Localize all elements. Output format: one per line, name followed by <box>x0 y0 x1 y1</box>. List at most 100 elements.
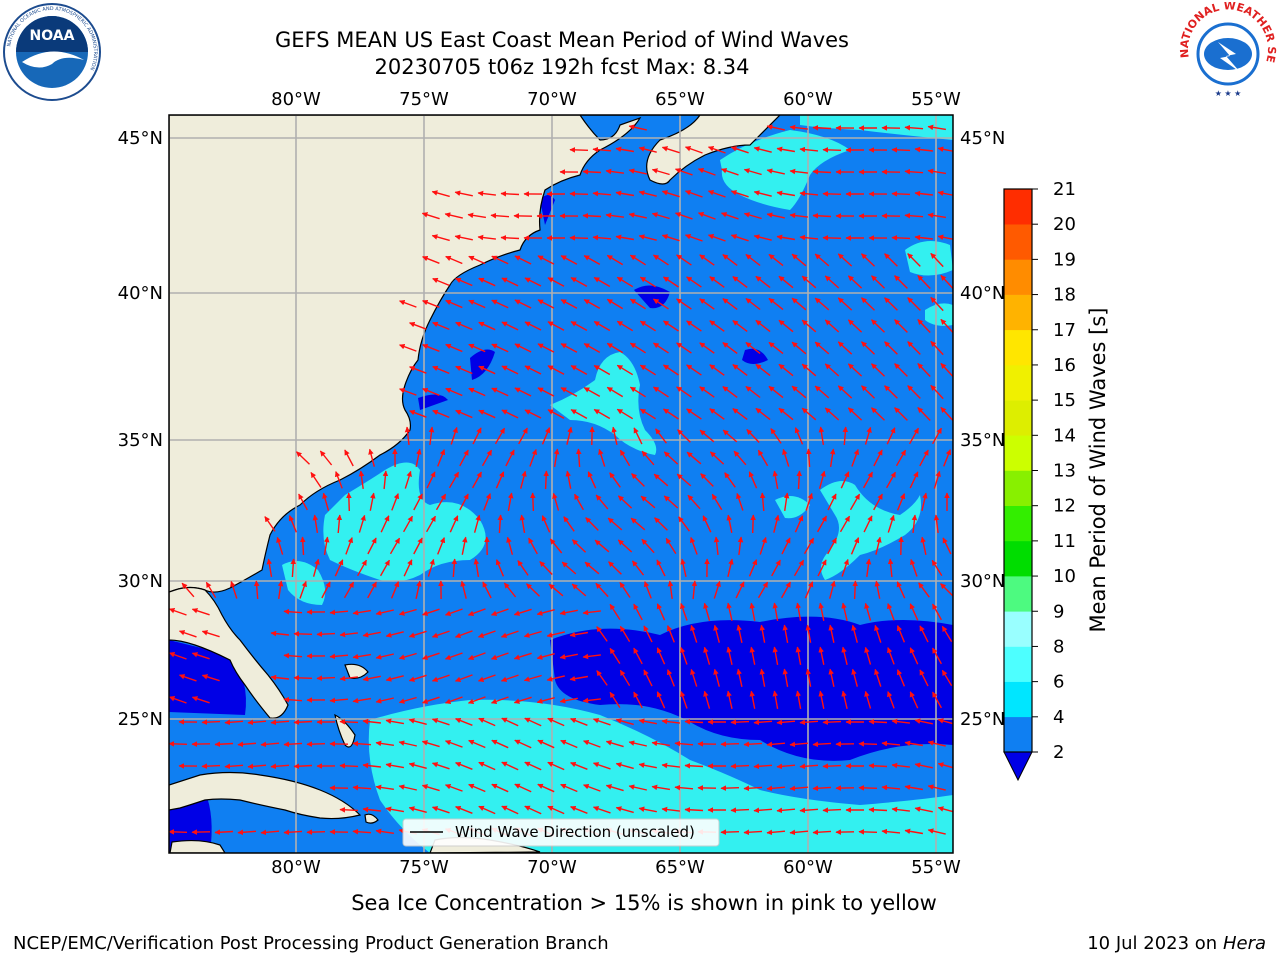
wave-direction-arrow <box>448 471 460 489</box>
wave-direction-arrow <box>768 341 784 355</box>
wave-direction-arrow <box>467 696 486 705</box>
wave-direction-arrow <box>519 514 526 534</box>
wave-direction-arrow <box>450 426 458 445</box>
wave-direction-arrow <box>358 470 365 489</box>
wave-direction-arrow <box>536 653 555 660</box>
wave-direction-arrow <box>703 646 711 665</box>
wave-direction-arrow <box>864 646 872 665</box>
wave-direction-arrow <box>651 740 671 747</box>
wave-direction-arrow <box>427 558 435 577</box>
wave-direction-arrow <box>569 675 589 682</box>
wave-direction-arrow <box>759 536 767 555</box>
wave-direction-arrow <box>789 212 808 219</box>
wave-direction-arrow <box>413 493 423 511</box>
wave-direction-arrow <box>609 647 621 664</box>
colorbar: 2 4 6 8 9 10 11 12 13 14 15 16 17 18 19 20 21 <box>1003 179 1076 782</box>
wave-direction-arrow <box>861 297 875 311</box>
wave-direction-arrow <box>593 320 611 332</box>
wave-direction-arrow <box>201 719 221 725</box>
wave-direction-arrow <box>837 385 853 399</box>
wave-direction-arrow <box>827 537 837 555</box>
wave-direction-arrow <box>753 807 773 814</box>
wave-direction-arrow <box>473 514 481 533</box>
wave-direction-arrow <box>643 581 652 599</box>
wave-direction-arrow <box>481 449 493 467</box>
wave-direction-arrow <box>444 652 463 660</box>
colorbar-segment <box>1004 576 1032 612</box>
wave-direction-arrow <box>553 448 560 468</box>
wave-direction-arrow <box>404 426 411 445</box>
wave-direction-arrow <box>628 124 647 131</box>
wave-direction-arrow <box>805 492 813 511</box>
wave-direction-arrow <box>582 653 601 660</box>
wave-direction-arrow <box>455 277 473 287</box>
wave-direction-arrow <box>684 762 704 769</box>
wave-direction-arrow <box>805 668 812 687</box>
wave-direction-arrow <box>375 828 395 835</box>
wave-direction-arrow <box>745 253 761 267</box>
wave-direction-arrow <box>828 624 835 643</box>
wave-direction-arrow <box>296 451 310 465</box>
wave-direction-arrow <box>633 691 643 709</box>
wave-direction-arrow <box>399 300 417 308</box>
wave-direction-arrow <box>655 428 667 444</box>
wave-direction-arrow <box>686 364 702 376</box>
wave-direction-arrow <box>804 581 814 599</box>
wave-direction-arrow <box>449 515 459 533</box>
wave-direction-arrow <box>356 559 368 577</box>
wave-direction-arrow <box>293 631 313 637</box>
wave-direction-arrow <box>674 168 693 176</box>
wave-direction-arrow <box>570 805 588 814</box>
wave-direction-arrow <box>490 608 509 616</box>
wave-direction-arrow <box>375 697 394 704</box>
wave-direction-arrow <box>352 828 372 835</box>
wave-direction-arrow <box>609 691 621 708</box>
wave-direction-arrow <box>468 299 486 309</box>
wave-direction-arrow <box>653 298 669 310</box>
wave-direction-arrow <box>653 386 669 398</box>
wave-direction-arrow <box>514 299 532 309</box>
wave-direction-arrow <box>680 646 688 665</box>
wave-direction-arrow <box>367 581 377 599</box>
wave-direction-arrow <box>730 719 750 725</box>
wave-direction-arrow <box>362 806 381 813</box>
wave-direction-arrow <box>385 762 405 769</box>
wave-direction-arrow <box>329 697 349 704</box>
wave-direction-arrow <box>643 669 653 687</box>
wave-direction-arrow <box>459 449 469 467</box>
wave-direction-arrow <box>862 471 874 489</box>
wave-direction-arrow <box>864 690 872 709</box>
wave-direction-arrow <box>570 276 588 288</box>
wave-direction-arrow <box>829 580 836 599</box>
wave-direction-arrow <box>631 473 645 487</box>
wave-direction-arrow <box>478 321 496 331</box>
wave-direction-arrow <box>702 515 712 533</box>
wave-direction-arrow <box>639 364 656 376</box>
colorbar-tick-label: 9 <box>1053 601 1064 622</box>
wave-direction-arrow <box>896 581 906 599</box>
wave-direction-arrow <box>358 514 366 533</box>
wave-direction-arrow <box>782 448 790 467</box>
wave-direction-arrow <box>656 559 666 577</box>
wave-direction-arrow <box>421 212 440 220</box>
wave-direction-arrow <box>398 608 417 616</box>
wave-direction-arrow <box>917 363 931 377</box>
wave-direction-arrow <box>812 168 832 175</box>
wave-direction-arrow <box>431 762 450 770</box>
wave-direction-arrow <box>403 559 413 577</box>
wave-direction-arrow <box>270 630 289 637</box>
wave-direction-arrow <box>477 674 496 682</box>
wave-direction-arrow <box>629 342 646 354</box>
wave-direction-arrow <box>914 806 933 813</box>
wave-direction-arrow <box>778 407 794 421</box>
wave-direction-arrow <box>776 146 796 153</box>
wave-direction-arrow <box>861 253 875 267</box>
wave-direction-arrow <box>264 516 276 532</box>
wave-direction-arrow <box>891 235 911 241</box>
wave-direction-arrow <box>490 696 509 704</box>
wave-direction-arrow <box>676 254 692 266</box>
wave-direction-arrow <box>822 719 842 725</box>
wave-direction-arrow <box>917 319 931 333</box>
wave-direction-arrow <box>592 146 612 153</box>
wave-direction-arrow <box>501 761 519 771</box>
